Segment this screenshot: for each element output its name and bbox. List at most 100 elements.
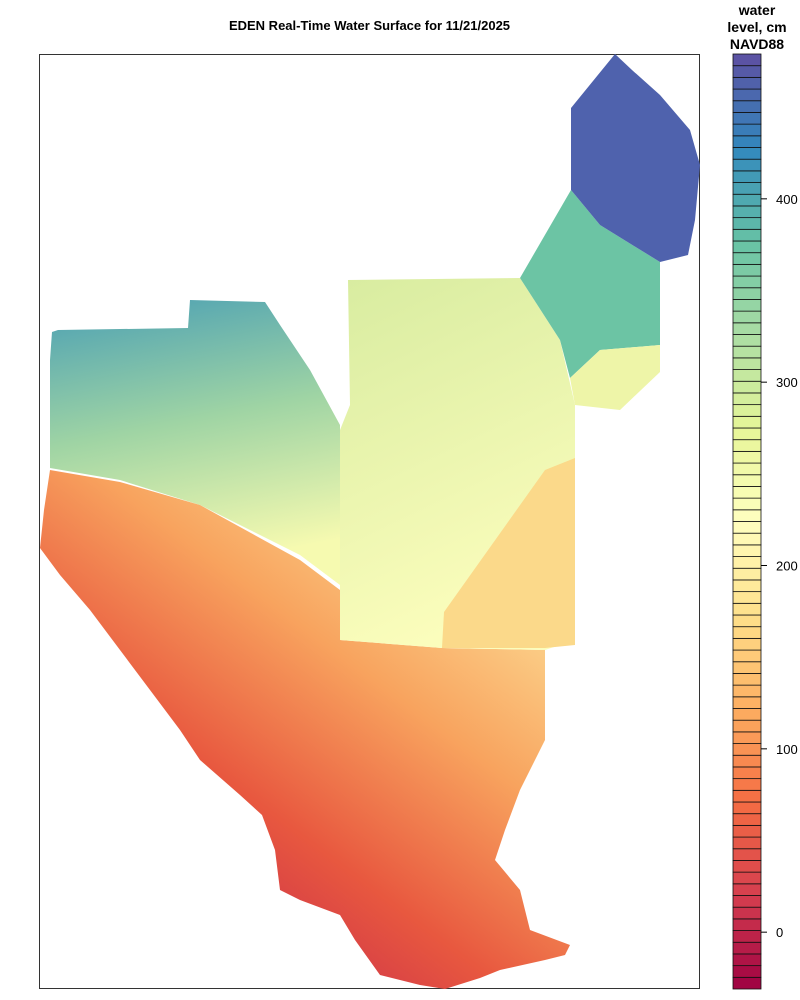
colorbar-band bbox=[732, 345, 762, 359]
colorbar-tick-label: 0 bbox=[776, 925, 783, 940]
colorbar-band bbox=[732, 614, 762, 628]
colorbar-band bbox=[732, 427, 762, 441]
colorbar-band bbox=[732, 65, 762, 78]
colorbar-band bbox=[732, 602, 762, 616]
colorbar-band bbox=[732, 521, 762, 534]
colorbar-band bbox=[732, 941, 762, 955]
colorbar-band bbox=[732, 217, 762, 230]
colorbar-band bbox=[732, 147, 762, 160]
colorbar-band bbox=[732, 976, 762, 990]
colorbar-band bbox=[732, 953, 762, 967]
colorbar-band bbox=[732, 579, 762, 593]
colorbar-band bbox=[732, 836, 762, 850]
colorbar-band bbox=[732, 766, 762, 780]
colorbar-band bbox=[732, 906, 762, 920]
colorbar-band bbox=[732, 544, 762, 557]
colorbar-tick-label: 200 bbox=[776, 559, 798, 574]
colorbar-band bbox=[732, 53, 762, 67]
colorbar-band bbox=[732, 135, 762, 148]
map-regions bbox=[40, 54, 700, 989]
colorbar-band bbox=[732, 486, 762, 499]
colorbar-band bbox=[732, 918, 762, 931]
colorbar-band bbox=[732, 965, 762, 978]
colorbar-band bbox=[732, 100, 762, 113]
colorbar-band bbox=[732, 462, 762, 476]
region-south bbox=[40, 470, 570, 989]
colorbar-band bbox=[732, 673, 762, 686]
map-title: EDEN Real-Time Water Surface for 11/21/2… bbox=[228, 18, 511, 33]
colorbar-band bbox=[732, 591, 762, 604]
colorbar-band bbox=[732, 497, 762, 511]
colorbar-band bbox=[732, 848, 762, 861]
colorbar-band bbox=[732, 696, 762, 709]
region-east-wedge bbox=[442, 458, 575, 648]
colorbar-band bbox=[732, 474, 762, 487]
colorbar-band bbox=[732, 322, 762, 335]
colorbar-band bbox=[732, 883, 762, 896]
colorbar-band bbox=[732, 299, 762, 312]
colorbar-band bbox=[732, 205, 762, 219]
colorbar-band bbox=[732, 369, 762, 382]
colorbar-band bbox=[732, 404, 762, 417]
colorbar-band bbox=[732, 860, 762, 873]
colorbar-band bbox=[732, 509, 762, 522]
colorbar-band bbox=[732, 240, 762, 254]
colorbar-band bbox=[732, 813, 762, 826]
colorbar-band bbox=[732, 158, 762, 172]
colorbar-band bbox=[732, 871, 762, 885]
region-north-central-east bbox=[520, 190, 660, 378]
colorbar: 0 100 200 300 400 bbox=[732, 53, 798, 990]
legend-title-line: level, cm bbox=[727, 19, 787, 35]
colorbar-band bbox=[732, 754, 762, 768]
colorbar-band bbox=[732, 649, 762, 663]
colorbar-band bbox=[732, 170, 762, 183]
colorbar-tick-label: 100 bbox=[776, 742, 798, 757]
legend-title-line: water bbox=[738, 2, 776, 18]
colorbar-band bbox=[732, 801, 762, 815]
legend-title: water level, cm NAVD88 bbox=[712, 2, 800, 53]
colorbar-band bbox=[732, 824, 762, 838]
colorbar-band bbox=[732, 532, 762, 546]
colorbar-band bbox=[732, 193, 762, 207]
colorbar-band bbox=[732, 182, 762, 195]
colorbar-band bbox=[732, 123, 762, 137]
colorbar-band bbox=[732, 684, 762, 698]
colorbar-band bbox=[732, 275, 762, 289]
region-east-small bbox=[570, 345, 660, 410]
colorbar-band bbox=[732, 263, 762, 277]
colorbar-band bbox=[732, 310, 762, 324]
colorbar-band bbox=[732, 719, 762, 733]
colorbar-band bbox=[732, 626, 762, 639]
colorbar-band bbox=[732, 637, 762, 651]
colorbar-band bbox=[732, 76, 762, 90]
legend-title-line: NAVD88 bbox=[729, 36, 785, 52]
colorbar-band bbox=[732, 895, 762, 908]
colorbar-band bbox=[732, 567, 762, 581]
colorbar-band bbox=[732, 112, 762, 125]
colorbar-band bbox=[732, 743, 762, 756]
colorbar-tick-label: 400 bbox=[776, 192, 798, 207]
region-northwest bbox=[50, 300, 340, 585]
colorbar-band bbox=[732, 287, 762, 300]
colorbar-band bbox=[732, 778, 762, 791]
colorbar-band bbox=[732, 661, 762, 674]
colorbar-band bbox=[732, 228, 762, 242]
colorbar-band bbox=[732, 380, 762, 394]
colorbar-band bbox=[732, 88, 762, 102]
plot-frame bbox=[39, 54, 700, 989]
region-northeast bbox=[571, 54, 700, 262]
colorbar-band bbox=[732, 556, 762, 569]
colorbar-band bbox=[732, 731, 762, 744]
colorbar-band bbox=[732, 439, 762, 452]
colorbar-band bbox=[732, 357, 762, 370]
colorbar-band bbox=[732, 930, 762, 943]
colorbar-band bbox=[732, 415, 762, 429]
colorbar-band bbox=[732, 789, 762, 803]
colorbar-band bbox=[732, 708, 762, 721]
colorbar-band bbox=[732, 392, 762, 406]
colorbar-band bbox=[732, 334, 762, 347]
colorbar-band bbox=[732, 450, 762, 464]
colorbar-tick-label: 300 bbox=[776, 375, 798, 390]
colorbar-band bbox=[732, 252, 762, 265]
